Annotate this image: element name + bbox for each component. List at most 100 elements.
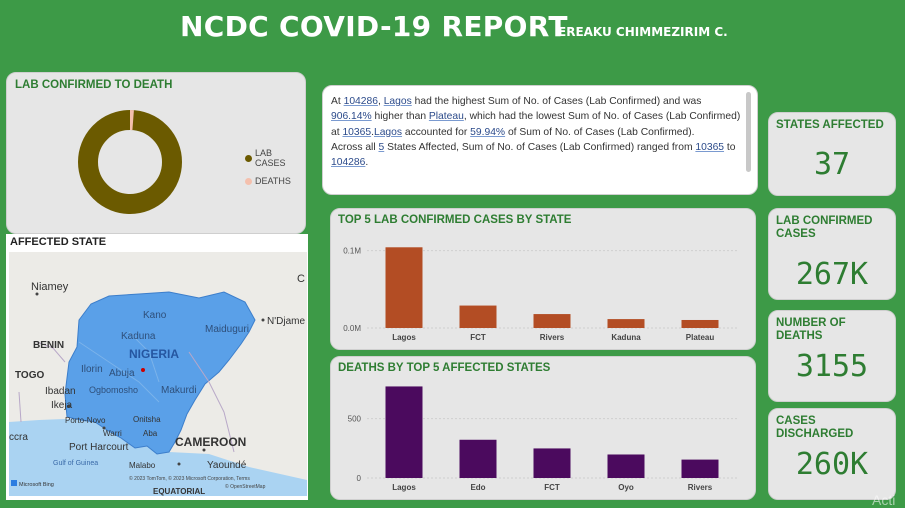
nigeria-region[interactable]	[64, 291, 256, 455]
affected-state-map-card[interactable]: AFFECTED STATE Niamey BENIN TOGO NIGERIA…	[6, 234, 308, 500]
narrative-value: Plateau	[428, 111, 464, 123]
kpi-value: 267K	[795, 257, 869, 292]
narrative-value: 59.94%	[470, 126, 506, 138]
kpi-card-number-of-deaths[interactable]: NUMBER OF DEATHS 3155	[768, 310, 896, 402]
bar-fct[interactable]	[533, 448, 571, 478]
y-tick-label: 0.1M	[343, 247, 361, 256]
narrative-text: of Sum of No. of Cases (Lab Confirmed).	[505, 126, 695, 138]
map-label-togo: TOGO	[15, 370, 44, 381]
narrative-text: accounted for	[402, 126, 471, 138]
map-label-makurdi: Makurdi	[161, 385, 197, 396]
kpi-value: 260K	[795, 447, 869, 482]
lab-confirmed-chart-card[interactable]: TOP 5 LAB CONFIRMED CASES BY STATE 0.0M 0…	[330, 208, 756, 350]
affected-state-map[interactable]: Niamey BENIN TOGO NIGERIA Kano Kaduna Ma…	[9, 252, 307, 496]
map-bing-attribution: Microsoft Bing	[19, 482, 54, 488]
kpi-label: STATES AFFECTED	[776, 119, 884, 131]
map-border-line	[18, 391, 22, 423]
donut-chart[interactable]	[75, 107, 185, 217]
bar-rivers[interactable]	[533, 314, 571, 328]
kpi-card-cases-discharged[interactable]: CASES DISCHARGED 260K	[768, 408, 896, 500]
kpi-card-lab-confirmed[interactable]: LAB CONFIRMED CASES 267K	[768, 208, 896, 300]
map-label-port-harcourt: Port Harcourt	[69, 442, 129, 453]
narrative-value: 906.14%	[331, 111, 372, 123]
x-tick-label: FCT	[470, 333, 486, 342]
lab-confirmed-bar-chart[interactable]: 0.0M 0.1M Lagos FCT Rivers Kaduna Plateau	[331, 209, 757, 351]
bar-rivers[interactable]	[681, 459, 719, 478]
legend-item-deaths[interactable]: DEATHS	[245, 176, 305, 186]
narrative-text: At	[331, 96, 344, 107]
x-tick-label: Kaduna	[611, 333, 641, 342]
x-tick-label: Lagos	[392, 333, 416, 342]
map-label-c-edge: C	[297, 273, 305, 285]
narrative-text: had the highest Sum of No. of Cases (Lab…	[411, 96, 702, 107]
narrative-value: 10365	[342, 126, 372, 138]
narrative-text: .	[365, 157, 369, 169]
legend-item-lab-cases[interactable]: LAB CASES	[245, 148, 305, 168]
map-border-line	[36, 341, 66, 363]
bar-lagos[interactable]	[385, 386, 423, 478]
narrative-value: 5	[378, 141, 385, 153]
map-label-malabo: Malabo	[129, 461, 156, 470]
legend-dot-icon	[245, 154, 252, 162]
narrative-text: Across all	[331, 141, 379, 153]
bar-edo[interactable]	[459, 439, 497, 478]
map-label-yaounde: Yaoundé	[207, 460, 247, 471]
x-tick-label: Lagos	[392, 483, 416, 492]
legend-dot-icon	[245, 177, 252, 185]
map-label-warri: Warri	[103, 429, 122, 438]
map-label-ilorin: Ilorin	[81, 364, 103, 375]
x-tick-label: Edo	[470, 483, 485, 492]
city-dot	[202, 448, 206, 452]
x-tick-label: FCT	[544, 483, 560, 492]
x-tick-label: Rivers	[688, 483, 713, 492]
map-label-ikeja: Ikeja	[51, 400, 73, 411]
city-dot	[261, 318, 265, 322]
bar-fct[interactable]	[459, 305, 497, 328]
map-label-ccra: ccra	[9, 432, 28, 443]
narrative-value: 104286	[331, 157, 366, 169]
map-label-ndjame: N'Djame	[267, 316, 305, 327]
kpi-card-states-affected[interactable]: STATES AFFECTED 37	[768, 112, 896, 196]
map-label-kano: Kano	[143, 310, 167, 321]
map-label-gulf-of-guinea: Gulf of Guinea	[53, 460, 98, 467]
map-label-nigeria: NIGERIA	[129, 347, 179, 361]
bar-lagos[interactable]	[385, 247, 423, 328]
narrative-value: 104286	[343, 96, 378, 107]
narrative-text: ,	[377, 96, 384, 107]
narrative-scrollbar[interactable]	[746, 92, 751, 172]
map-label-aba: Aba	[143, 429, 158, 438]
map-label-equatorial: EQUATORIAL	[153, 487, 205, 496]
smart-narrative-card[interactable]: At 104286, Lagos had the highest Sum of …	[322, 85, 758, 195]
report-title: NCDC COVID-19 REPORT	[180, 10, 568, 43]
map-title: AFFECTED STATE	[10, 236, 107, 248]
map-label-onitsha: Onitsha	[133, 415, 161, 424]
bar-kaduna[interactable]	[607, 319, 645, 328]
bar-oyo[interactable]	[607, 454, 645, 478]
narrative-text: , which had the lowest Sum of No. of Cas…	[331, 111, 741, 138]
map-label-ibadan: Ibadan	[45, 386, 76, 397]
map-label-cameroon: CAMEROON	[175, 435, 246, 449]
map-river	[128, 331, 160, 383]
x-tick-label: Rivers	[540, 333, 565, 342]
donut-chart-card[interactable]: LAB CONFIRMED TO DEATH LAB CASES DEATHS	[6, 72, 306, 234]
map-copyright: © 2023 TomTom, © 2023 Microsoft Corporat…	[129, 475, 250, 482]
map-label-porto-novo: Porto-Novo	[65, 416, 106, 425]
deaths-bar-chart[interactable]: 0 500 Lagos Edo FCT Oyo Rivers	[331, 357, 757, 501]
donut-chart-title: LAB CONFIRMED TO DEATH	[15, 79, 173, 91]
x-tick-label: Plateau	[686, 333, 715, 342]
deaths-chart-card[interactable]: DEATHS BY TOP 5 AFFECTED STATES 0 500 Lago…	[330, 356, 756, 500]
bar-plateau[interactable]	[681, 319, 719, 328]
donut-legend: LAB CASES DEATHS	[245, 148, 305, 194]
y-tick-label: 0	[357, 474, 362, 483]
x-tick-label: Oyo	[618, 483, 634, 492]
narrative-value: Lagos	[383, 96, 412, 107]
map-sea	[9, 418, 307, 496]
map-osm-attribution: © OpenStreetMap	[225, 483, 266, 490]
city-dot	[102, 426, 106, 430]
narrative-text: to	[724, 141, 736, 153]
city-dot	[35, 292, 39, 296]
activate-windows-watermark: Acti	[872, 492, 896, 508]
donut-slice-lab-cases[interactable]	[78, 110, 182, 214]
map-label-ogbomosho: Ogbomosho	[89, 385, 138, 395]
map-label-abuja: Abuja	[109, 368, 135, 379]
